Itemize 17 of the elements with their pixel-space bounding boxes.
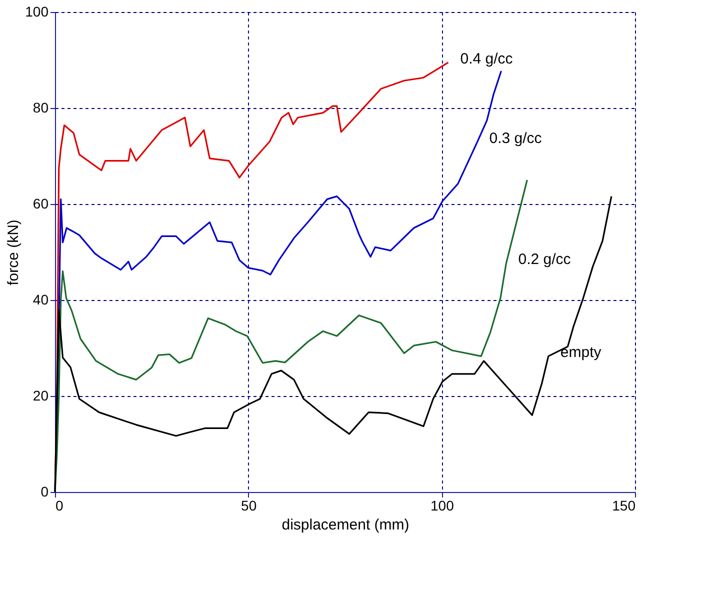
y-tick-label: 40 [32,292,49,308]
annotation: 0.2 g/cc [518,251,572,268]
annotation: 0.4 g/cc [460,50,514,68]
x-tick-label: 150 [612,498,636,514]
x-tick-label: 0 [56,498,64,514]
y-tick-label: 100 [25,4,49,20]
y-axis-title: force (kN) [5,220,22,286]
x-tick-label: 50 [241,498,257,514]
x-axis-title: displacement (mm) [282,516,410,534]
y-tick-label: 20 [32,388,49,404]
line-series [54,196,612,493]
y-tick-label: 0 [40,484,49,500]
annotation: 0.3 g/cc [489,130,542,148]
y-tick-label: 60 [32,196,49,212]
annotation: empty [560,344,602,362]
x-tick-label: 100 [430,498,454,514]
y-tick-label: 80 [32,100,49,116]
